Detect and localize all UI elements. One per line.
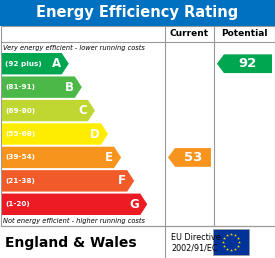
Text: E: E: [105, 151, 113, 164]
Text: (21-38): (21-38): [5, 178, 35, 184]
Polygon shape: [2, 170, 134, 192]
Text: 53: 53: [184, 151, 202, 164]
Text: C: C: [78, 104, 87, 117]
Text: England & Wales: England & Wales: [5, 236, 137, 250]
Polygon shape: [2, 194, 147, 215]
Polygon shape: [2, 123, 108, 145]
Bar: [0, 0, 275, 26]
Text: (55-68): (55-68): [5, 131, 35, 137]
Text: (1-20): (1-20): [5, 201, 30, 207]
Bar: [1, 26, 274, 226]
Text: Potential: Potential: [221, 29, 268, 38]
Polygon shape: [2, 53, 69, 74]
Text: (69-80): (69-80): [5, 108, 35, 114]
Text: F: F: [118, 174, 126, 187]
Text: 2002/91/EC: 2002/91/EC: [171, 244, 218, 253]
Text: Not energy efficient - higher running costs: Not energy efficient - higher running co…: [3, 218, 145, 224]
Text: G: G: [130, 198, 139, 211]
Text: B: B: [65, 81, 74, 94]
Text: (81-91): (81-91): [5, 84, 35, 90]
Text: Energy Efficiency Rating: Energy Efficiency Rating: [36, 5, 239, 20]
Polygon shape: [168, 148, 211, 167]
Text: 92: 92: [239, 57, 257, 70]
Bar: [213, 229, 249, 255]
Bar: [0, 226, 275, 258]
Polygon shape: [2, 147, 121, 168]
Polygon shape: [2, 76, 82, 98]
Text: Current: Current: [170, 29, 209, 38]
Text: A: A: [52, 57, 61, 70]
Text: EU Directive: EU Directive: [171, 233, 221, 242]
Polygon shape: [2, 100, 95, 121]
Text: D: D: [90, 127, 100, 141]
Text: (92 plus): (92 plus): [5, 61, 42, 67]
Polygon shape: [217, 54, 272, 73]
Text: (39-54): (39-54): [5, 155, 35, 160]
Text: Very energy efficient - lower running costs: Very energy efficient - lower running co…: [3, 45, 145, 51]
